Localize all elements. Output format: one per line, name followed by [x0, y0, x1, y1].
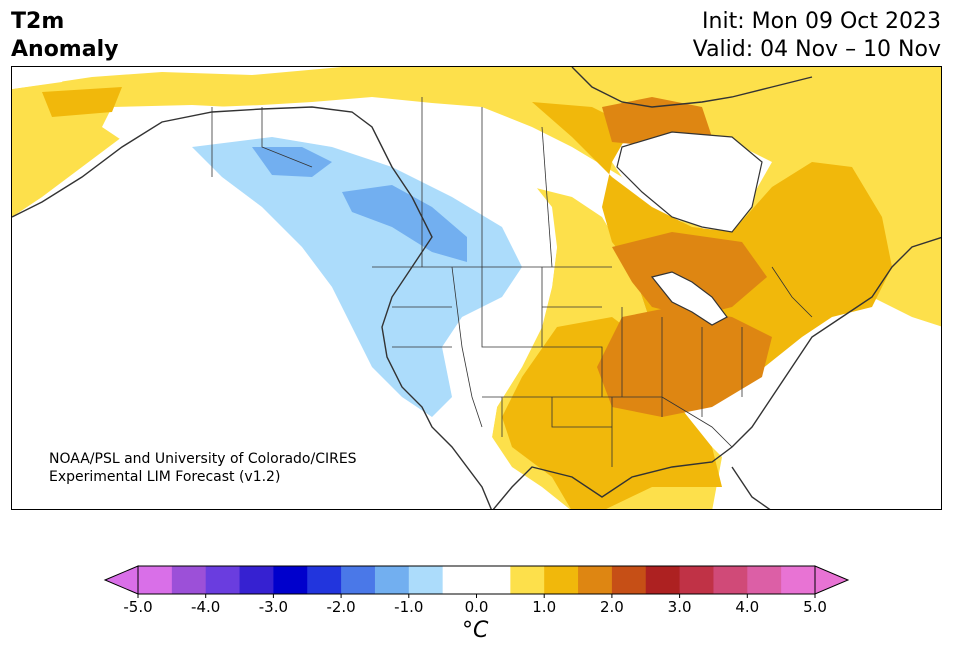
- colorbar-cell: [578, 566, 613, 594]
- colorbar: -5.0 -4.0 -3.0 -2.0 -1.0 0.0 1.0 2.0 3.0 4.0 5.0: [103, 565, 850, 616]
- colorbar-cell: [138, 566, 173, 594]
- colorbar-cell: [442, 566, 477, 594]
- credit-line-2: Experimental LIM Forecast (v1.2): [49, 469, 281, 485]
- variable-label: T2m: [11, 9, 65, 34]
- colorbar-cell: [781, 566, 816, 594]
- anomaly-label: Anomaly: [11, 37, 119, 62]
- colorbar-cell: [476, 566, 511, 594]
- colorbar-cell: [374, 566, 410, 594]
- colorbar-tick-label: 1.0: [532, 598, 556, 616]
- colorbar-cell: [205, 566, 241, 594]
- credit-line-1: NOAA/PSL and University of Colorado/CIRE…: [49, 451, 357, 467]
- colorbar-cell: [273, 566, 308, 594]
- colorbar-extend-low: [103, 565, 139, 595]
- colorbar-cell: [307, 566, 342, 594]
- map-title: T2m Anomaly: [11, 8, 118, 64]
- colorbar-cell: [171, 566, 207, 594]
- colorbar-tick-label: -2.0: [326, 598, 355, 616]
- colorbar-tick-label: -4.0: [191, 598, 220, 616]
- colorbar-tick-label: 5.0: [803, 598, 827, 616]
- forecast-dates: Init: Mon 09 Oct 2023 Valid: 04 Nov – 10…: [693, 8, 941, 64]
- colorbar-cell: [341, 566, 376, 594]
- colorbar-tick-label: -1.0: [394, 598, 423, 616]
- colorbar-unit: °C: [462, 618, 489, 643]
- anomaly-map: [11, 66, 942, 510]
- colorbar-cells: [103, 565, 850, 595]
- valid-range: Valid: 04 Nov – 10 Nov: [692, 37, 941, 62]
- colorbar-cell: [510, 566, 545, 594]
- colorbar-tick-label: -3.0: [259, 598, 288, 616]
- colorbar-cell: [747, 566, 782, 594]
- colorbar-cell: [544, 566, 579, 594]
- init-date: Init: Mon 09 Oct 2023: [702, 9, 941, 34]
- colorbar-cell: [645, 566, 681, 594]
- colorbar-tick-label: 2.0: [600, 598, 624, 616]
- colorbar-cell: [239, 566, 274, 594]
- colorbar-cell: [713, 566, 748, 594]
- colorbar-tick-label: 4.0: [735, 598, 759, 616]
- political-borders: [211, 97, 813, 467]
- colorbar-tick-label: 0.0: [465, 598, 489, 616]
- colorbar-tick-label: 3.0: [668, 598, 692, 616]
- map-credit: NOAA/PSL and University of Colorado/CIRE…: [49, 450, 357, 486]
- anomaly-blue: [252, 147, 467, 262]
- colorbar-cell: [408, 566, 444, 594]
- water-bodies: [616, 131, 763, 326]
- colorbar-extend-high: [814, 565, 850, 595]
- colorbar-ticks: -5.0 -4.0 -3.0 -2.0 -1.0 0.0 1.0 2.0 3.0 4.0 5.0: [123, 594, 827, 616]
- colorbar-cell: [611, 566, 647, 594]
- coastlines: [12, 67, 941, 509]
- colorbar-cell: [679, 566, 714, 594]
- colorbar-tick-label: -5.0: [123, 598, 152, 616]
- map-canvas: [12, 67, 941, 509]
